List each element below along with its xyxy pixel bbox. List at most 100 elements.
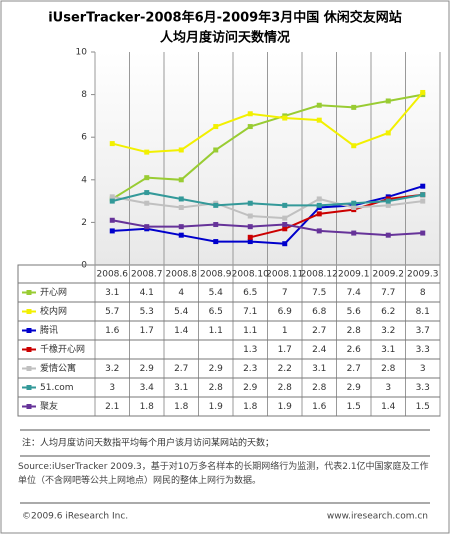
table-value: 6.9: [278, 307, 293, 317]
table-value: 5.4: [209, 288, 224, 298]
table-value: 6.2: [381, 307, 395, 317]
point: [144, 224, 150, 230]
point: [282, 226, 288, 232]
table-value: 3: [109, 383, 115, 393]
series-line: [111, 93, 423, 200]
series-line: [112, 185, 424, 245]
copyright: ©2009.6 iResearch Inc.: [22, 512, 128, 522]
y-tick-label: 6: [81, 133, 87, 143]
table-value: 1: [282, 326, 288, 336]
legend-label: 开心网: [40, 287, 67, 298]
point: [144, 175, 150, 181]
table-value: 7.5: [312, 288, 326, 298]
table-value: 2.8: [209, 383, 224, 393]
x-tick-label: 2008.7: [131, 270, 163, 280]
point: [213, 239, 219, 245]
table-value: 5.4: [174, 307, 189, 317]
point: [144, 149, 150, 155]
table-value: 1.8: [243, 402, 258, 412]
point: [247, 111, 253, 117]
table-value: 1.4: [174, 326, 189, 336]
table-value: 1.6: [105, 326, 120, 336]
table-value: 2.3: [243, 364, 257, 374]
point: [351, 230, 357, 236]
table-value: 1.5: [416, 402, 430, 412]
table-value: 3.2: [105, 364, 119, 374]
table-value: 6.5: [209, 307, 223, 317]
point: [420, 183, 426, 189]
table-value: 3: [420, 364, 426, 374]
table-value: 1.6: [312, 402, 327, 412]
table-value: 5.6: [347, 307, 362, 317]
point: [178, 224, 184, 230]
y-tick-label: 2: [81, 218, 87, 228]
y-tick-label: 4: [81, 175, 87, 185]
table-value: 1.8: [174, 402, 189, 412]
point: [385, 198, 391, 204]
table-value: 1.8: [140, 402, 155, 412]
x-tick-label: 2008.9: [200, 270, 232, 280]
legend-label: 千橡开心网: [40, 343, 85, 355]
table-value: 2.9: [140, 364, 155, 374]
point: [213, 222, 219, 228]
point: [351, 200, 357, 206]
point: [385, 130, 391, 136]
table-value: 1.9: [209, 402, 224, 412]
table-value: 4.1: [140, 288, 154, 298]
point: [282, 115, 288, 121]
table-value: 2.8: [381, 364, 396, 374]
point: [420, 192, 426, 198]
table-value: 2.7: [174, 364, 188, 374]
point: [420, 89, 426, 95]
x-tick-label: 2009.1: [338, 270, 370, 280]
point: [316, 102, 322, 108]
table-value: 1.9: [278, 402, 293, 412]
series-line: [112, 195, 423, 220]
x-tick-label: 2008.8: [166, 270, 198, 280]
table-value: 2.7: [347, 364, 361, 374]
table-value: 3.3: [416, 345, 430, 355]
table-value: 1.1: [243, 326, 257, 336]
legend-marker: [26, 347, 32, 352]
table-value: 2.1: [105, 402, 119, 412]
table-value: 2.2: [278, 364, 292, 374]
table-value: 3.2: [381, 326, 395, 336]
x-tick-label: 2008.6: [97, 270, 129, 280]
point: [109, 217, 115, 223]
table-value: 3.1: [105, 288, 119, 298]
website: www.iresearch.com.cn: [327, 512, 428, 522]
table-value: 3.1: [174, 383, 188, 393]
table-value: 3.1: [381, 345, 395, 355]
table-value: 1.7: [278, 345, 292, 355]
table-value: 7: [282, 288, 288, 298]
table-value: 2.6: [347, 345, 362, 355]
point: [316, 211, 322, 217]
table-value: 4: [178, 288, 184, 298]
table-value: 1.5: [347, 402, 361, 412]
point: [247, 200, 253, 206]
source: Source:iUserTracker 2009.3，基于对10万多名样本的长期…: [18, 462, 429, 486]
point: [178, 196, 184, 202]
table-value: 2.9: [347, 383, 362, 393]
legend-label: 腾讯: [40, 324, 58, 336]
point: [178, 147, 184, 153]
point: [385, 202, 391, 208]
point: [247, 124, 253, 130]
point: [144, 200, 150, 206]
legend-marker: [26, 385, 32, 390]
series-line: [112, 191, 423, 207]
point: [282, 215, 288, 221]
table-value: 7.4: [347, 288, 362, 298]
table-value: 6.5: [243, 288, 257, 298]
table-value: 1.7: [140, 326, 154, 336]
point: [385, 98, 391, 104]
point: [247, 213, 253, 219]
table-value: 7.7: [381, 288, 395, 298]
series-line: [112, 219, 423, 237]
point: [420, 198, 426, 204]
point: [213, 124, 219, 130]
table-value: 3.3: [416, 383, 430, 393]
point: [213, 202, 219, 208]
legend-marker: [26, 290, 32, 295]
